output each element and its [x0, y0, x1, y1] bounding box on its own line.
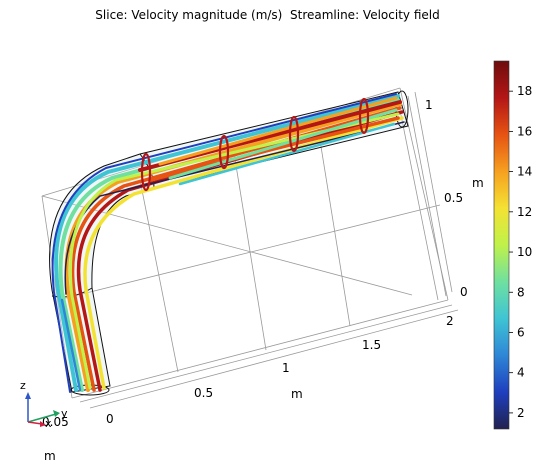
x-tick-label: 0 — [106, 412, 114, 426]
colorbar-tick-label: 6 — [517, 325, 525, 339]
triad-x-label: x — [45, 417, 52, 430]
x-tick-label: 1 — [282, 361, 290, 375]
x-tick-label: 2 — [446, 314, 454, 328]
x-tick-label: 1.5 — [362, 338, 381, 352]
x-axis-labels: 0 0.5 1 1.5 2 m — [106, 314, 454, 426]
colorbar-tick-label: 14 — [517, 165, 532, 179]
colorbar-tick-label: 10 — [517, 245, 532, 259]
colorbar-gradient — [493, 60, 510, 430]
z-axis-unit: m — [472, 176, 484, 190]
colorbar-tick-label: 8 — [517, 285, 525, 299]
orientation-triad: z y x — [20, 379, 68, 430]
y-axis-labels: 0.05 m — [42, 415, 69, 463]
colorbar-tick-label: 18 — [517, 84, 532, 98]
z-tick-label: 0.5 — [444, 191, 463, 205]
colorbar-ticks: 2 4 6 8 10 12 14 16 18 — [509, 84, 532, 420]
x-axis-unit: m — [291, 387, 303, 401]
z-tick-label: 0 — [460, 285, 468, 299]
triad-y-label: y — [61, 407, 68, 420]
velocity-slices — [140, 97, 370, 192]
z-tick-label: 1 — [425, 98, 433, 112]
colorbar-tick-label: 12 — [517, 205, 532, 219]
colorbar-tick-label: 2 — [517, 406, 525, 420]
y-tick-label: 0.05 — [42, 415, 69, 429]
y-axis-unit: m — [44, 449, 56, 463]
streamlines — [51, 93, 405, 393]
pipe-geometry — [49, 90, 409, 396]
colorbar-tick-label: 4 — [517, 366, 525, 380]
colorbar: 2 4 6 8 10 12 14 16 18 — [493, 60, 532, 430]
colorbar-tick-label: 16 — [517, 124, 532, 138]
x-tick-label: 0.5 — [194, 386, 213, 400]
z-axis-labels: 0 0.5 1 m — [425, 98, 484, 299]
triad-z-label: z — [20, 379, 26, 392]
plot-title: Slice: Velocity magnitude (m/s) Streamli… — [95, 8, 440, 22]
